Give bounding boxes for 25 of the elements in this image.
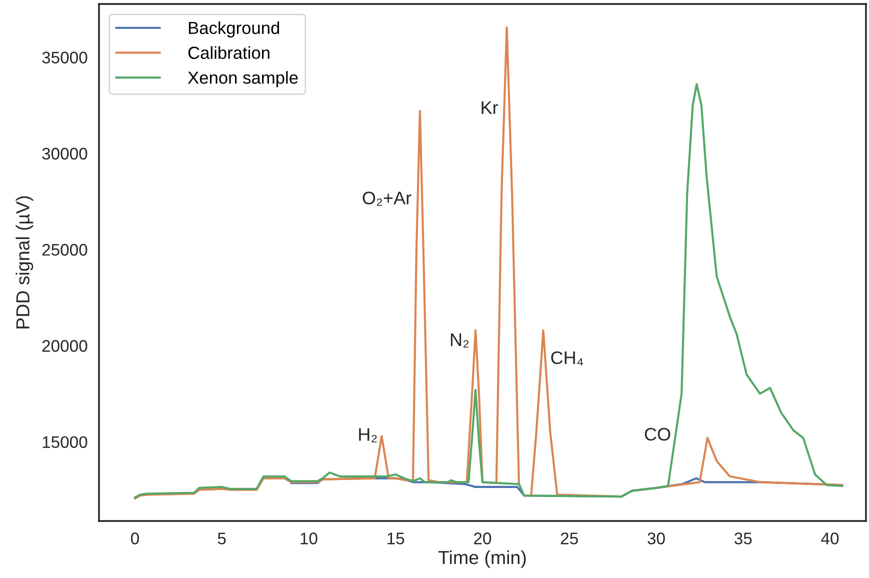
y-tick-label: 25000 (42, 244, 88, 256)
x-tick-label: 20 (474, 532, 492, 544)
x-tick-label: 10 (300, 532, 318, 544)
x-tick-label: 35 (734, 532, 752, 544)
legend-label: Background (188, 21, 280, 38)
y-tick-label: 35000 (42, 52, 88, 64)
x-tick-label: 5 (218, 532, 226, 544)
x-tick-label: 25 (560, 532, 578, 544)
annotation: CH₄ (551, 351, 584, 366)
annotation: N₂ (450, 334, 469, 348)
y-tick-label: 20000 (42, 340, 88, 352)
y-tick-label: 30000 (42, 148, 88, 160)
annotation: H₂ (359, 428, 377, 442)
annotation: O₂+Ar (362, 192, 412, 206)
annotation: Kr (482, 101, 498, 114)
annotation: CO (644, 428, 670, 441)
y-tick-label: 15000 (42, 436, 88, 448)
x-tick-label: 15 (388, 532, 404, 544)
x-tick-label: 40 (821, 532, 839, 544)
x-axis-title: Time (min) (438, 550, 526, 568)
legend-label: Calibration (188, 46, 270, 59)
x-tick-label: 0 (130, 532, 139, 544)
legend-label: Xenon sample (188, 71, 298, 88)
x-tick-label: 30 (648, 532, 665, 544)
y-axis-title: PDD signal (µV) (16, 196, 34, 328)
